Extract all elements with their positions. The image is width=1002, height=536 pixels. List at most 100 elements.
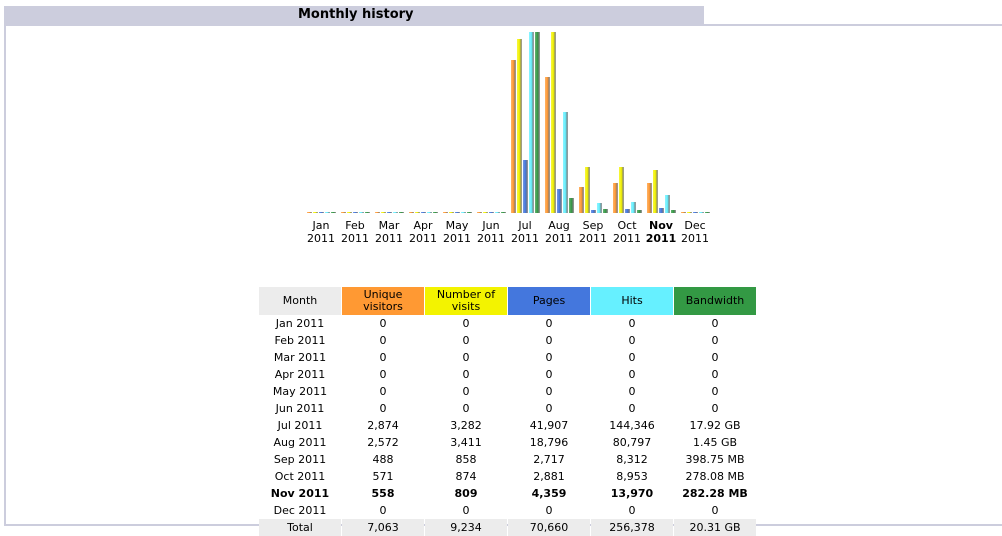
section-title-bar: Monthly history (4, 6, 704, 24)
cell-hits: 8,953 (616, 470, 648, 483)
cell-bandwidth: 0 (711, 334, 719, 347)
bar-bandwidth_mb-aug (569, 198, 574, 213)
bar-unique_visitors-oct (613, 183, 618, 213)
bar-hits-feb (359, 212, 364, 213)
cell-visits: 0 (462, 317, 470, 330)
x-tick-month-sep: Sep (583, 219, 604, 232)
cell-month: Apr 2011 (274, 368, 326, 381)
cell-unique-visitors: 0 (379, 385, 387, 398)
cell-visits: 3,411 (450, 436, 482, 449)
x-tick-year-jan: 2011 (307, 232, 335, 245)
cell-month: Mar 2011 (273, 351, 327, 364)
cell-pages: 2,717 (533, 453, 565, 466)
cell-hits: 80,797 (612, 436, 652, 449)
cell-unique-visitors: 571 (372, 470, 394, 483)
header-unique-visitors-line2: visitors (363, 300, 403, 313)
cell-visits: 809 (454, 487, 478, 500)
table-row: Dec 2011 0 0 0 0 0 (259, 502, 756, 519)
cell-visits: 0 (462, 368, 470, 381)
cell-visits: 3,282 (450, 419, 482, 432)
table-row: Apr 2011 0 0 0 0 0 (259, 366, 756, 383)
cell-month: Oct 2011 (274, 470, 326, 483)
x-tick-year-mar: 2011 (375, 232, 403, 245)
monthly-history-table: Month Unique visitors Number of visits P… (258, 287, 757, 536)
x-tick-year-may: 2011 (443, 232, 471, 245)
monthly-history-chart: Jan2011Feb2011Mar2011Apr2011May2011Jun20… (307, 32, 710, 245)
cell-bandwidth: 278.08 MB (685, 470, 745, 483)
cell-hits: 8,312 (616, 453, 648, 466)
table-header-row: Month Unique visitors Number of visits P… (259, 287, 756, 315)
bar-bandwidth_mb-mar (399, 212, 404, 213)
header-visits: Number of visits (425, 287, 507, 315)
cell-month: Nov 2011 (270, 487, 330, 500)
total-cell-visits: 9,234 (425, 519, 507, 536)
x-tick-year-oct: 2011 (613, 232, 641, 245)
bar-unique_visitors-mar (375, 212, 380, 213)
table-row: Sep 2011 488 858 2,717 8,312 398.75 MB (259, 451, 756, 468)
x-tick-month-mar: Mar (379, 219, 400, 232)
cell-unique-visitors: 0 (379, 504, 387, 517)
cell-pages: 18,796 (529, 436, 569, 449)
x-tick-month-jun: Jun (481, 219, 499, 232)
header-unique-visitors-line1: Unique (363, 288, 403, 301)
cell-unique-visitors: 0 (379, 334, 387, 347)
x-tick-month-jan: Jan (312, 219, 330, 232)
bar-unique_visitors-dec (681, 212, 686, 213)
table-row: Mar 2011 0 0 0 0 0 (259, 349, 756, 366)
cell-hits: 13,970 (610, 487, 654, 500)
cell-bandwidth: 0 (711, 385, 719, 398)
x-tick-year-dec: 2011 (681, 232, 709, 245)
cell-month: May 2011 (272, 385, 328, 398)
cell-hits: 0 (628, 385, 636, 398)
cell-visits: 0 (462, 334, 470, 347)
cell-month: Jul 2011 (277, 419, 323, 432)
bar-visits-mar (381, 212, 386, 213)
cell-hits: 0 (628, 317, 636, 330)
bar-unique_visitors-jun (477, 212, 482, 213)
x-tick-month-jul: Jul (517, 219, 531, 232)
bar-bandwidth_mb-jun (501, 212, 506, 213)
cell-pages: 0 (545, 504, 553, 517)
bar-pages-aug (557, 189, 562, 213)
bar-unique_visitors-nov (647, 183, 652, 213)
bar-bandwidth_mb-may (467, 212, 472, 213)
cell-pages: 0 (545, 385, 553, 398)
cell-unique-visitors: 558 (371, 487, 395, 500)
cell-pages: 0 (545, 334, 553, 347)
bar-hits-jun (495, 212, 500, 213)
table-total-row: Total 7,063 9,234 70,660 256,378 20.31 GB (259, 519, 756, 536)
table-row: Aug 2011 2,572 3,411 18,796 80,797 1.45 GB (259, 434, 756, 451)
cell-visits: 858 (455, 453, 477, 466)
bar-pages-may (455, 212, 460, 213)
total-cell-unique-visitors: 7,063 (342, 519, 424, 536)
x-tick-month-aug: Aug (548, 219, 569, 232)
cell-bandwidth: 17.92 GB (689, 419, 741, 432)
bar-hits-apr (427, 212, 432, 213)
table-body: Jan 2011 0 0 0 0 0 Feb 2011 0 0 0 0 0 Mar 2011 0 0 0 0 0 A… (259, 315, 756, 536)
header-hits: Hits (591, 287, 673, 315)
bar-visits-jul (517, 39, 522, 213)
table-row: Jun 2011 0 0 0 0 0 (259, 400, 756, 417)
bar-bandwidth_mb-jul (535, 32, 540, 213)
cell-hits: 0 (628, 368, 636, 381)
cell-month: Sep 2011 (273, 453, 327, 466)
table-row: Jan 2011 0 0 0 0 0 (259, 315, 756, 332)
cell-unique-visitors: 0 (379, 351, 387, 364)
cell-pages: 41,907 (529, 419, 569, 432)
cell-bandwidth: 398.75 MB (685, 453, 745, 466)
cell-visits: 0 (462, 351, 470, 364)
cell-pages: 0 (545, 351, 553, 364)
bar-pages-mar (387, 212, 392, 213)
cell-pages: 0 (545, 402, 553, 415)
bar-unique_visitors-jul (511, 60, 516, 213)
bar-hits-aug (563, 112, 568, 213)
bar-unique_visitors-apr (409, 212, 414, 213)
bar-unique_visitors-jan (307, 212, 312, 213)
x-tick-month-may: May (446, 219, 469, 232)
bar-bandwidth_mb-nov (671, 210, 676, 213)
bar-bandwidth_mb-jan (331, 212, 336, 213)
bar-bandwidth_mb-oct (637, 210, 642, 213)
table-row: Feb 2011 0 0 0 0 0 (259, 332, 756, 349)
cell-hits: 0 (628, 351, 636, 364)
table-row: May 2011 0 0 0 0 0 (259, 383, 756, 400)
